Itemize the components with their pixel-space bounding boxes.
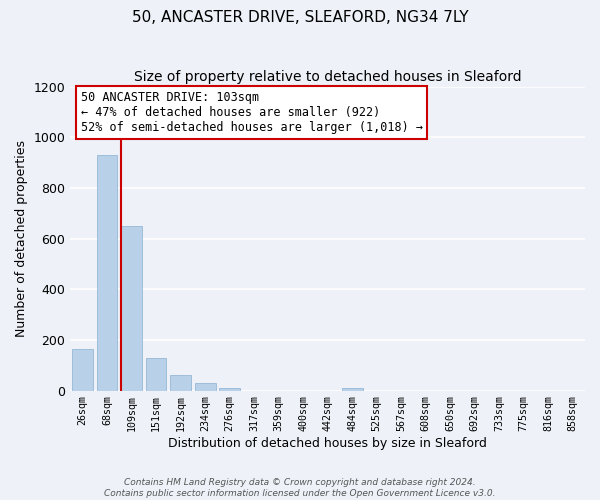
Bar [121,226,142,390]
Bar [219,388,240,390]
Bar [194,384,215,390]
Text: 50, ANCASTER DRIVE, SLEAFORD, NG34 7LY: 50, ANCASTER DRIVE, SLEAFORD, NG34 7LY [131,10,469,25]
X-axis label: Distribution of detached houses by size in Sleaford: Distribution of detached houses by size … [168,437,487,450]
Text: Contains HM Land Registry data © Crown copyright and database right 2024.
Contai: Contains HM Land Registry data © Crown c… [104,478,496,498]
Bar [342,388,362,390]
Y-axis label: Number of detached properties: Number of detached properties [15,140,28,337]
Bar [170,375,191,390]
Text: 50 ANCASTER DRIVE: 103sqm
← 47% of detached houses are smaller (922)
52% of semi: 50 ANCASTER DRIVE: 103sqm ← 47% of detac… [80,91,422,134]
Bar [72,350,93,391]
Title: Size of property relative to detached houses in Sleaford: Size of property relative to detached ho… [134,70,521,84]
Bar [146,358,166,390]
Bar [97,155,118,390]
